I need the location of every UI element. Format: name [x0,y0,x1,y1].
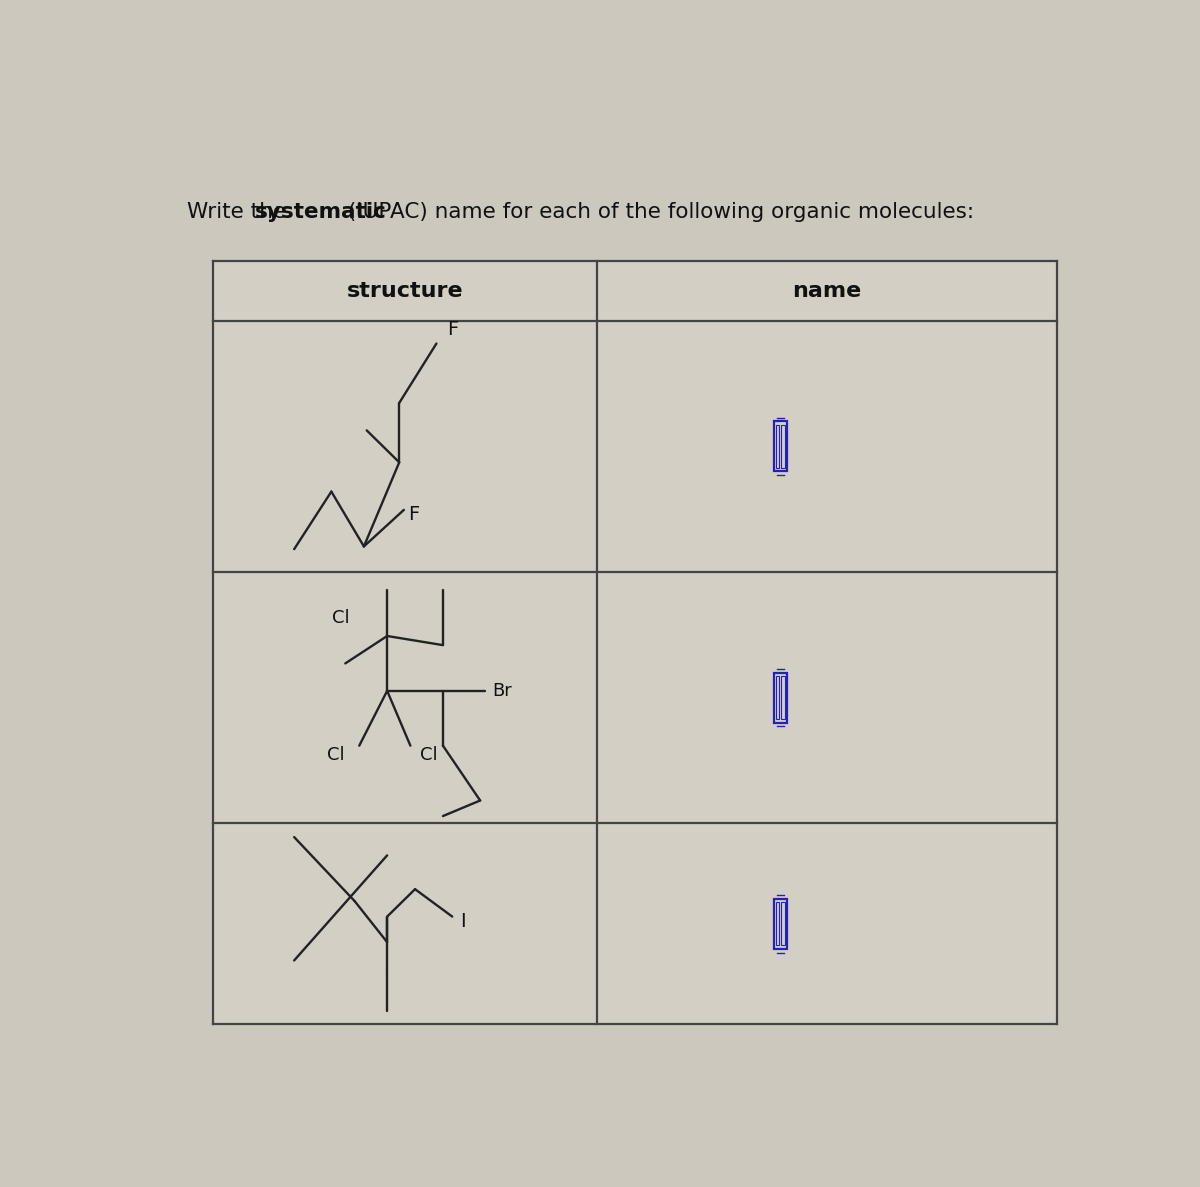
Bar [774,421,787,471]
Bar [214,261,1057,1024]
Text: I: I [460,912,466,931]
Bar [774,673,787,723]
Bar [781,902,785,945]
Text: Cl: Cl [328,745,344,763]
Text: Cl: Cl [332,609,350,627]
Text: systematic: systematic [256,202,386,222]
Text: structure: structure [347,281,463,301]
Text: Br: Br [492,681,512,700]
Text: Cl: Cl [420,745,437,763]
Bar [775,677,780,719]
Text: F: F [448,320,458,339]
Text: F: F [408,504,420,523]
Bar [774,899,787,950]
Text: name: name [792,281,862,301]
Bar [775,902,780,945]
Text: Write the: Write the [187,202,293,222]
Bar [775,425,780,468]
Text: (IUPAC) name for each of the following organic molecules:: (IUPAC) name for each of the following o… [341,202,973,222]
Bar [781,677,785,719]
Bar [781,425,785,468]
